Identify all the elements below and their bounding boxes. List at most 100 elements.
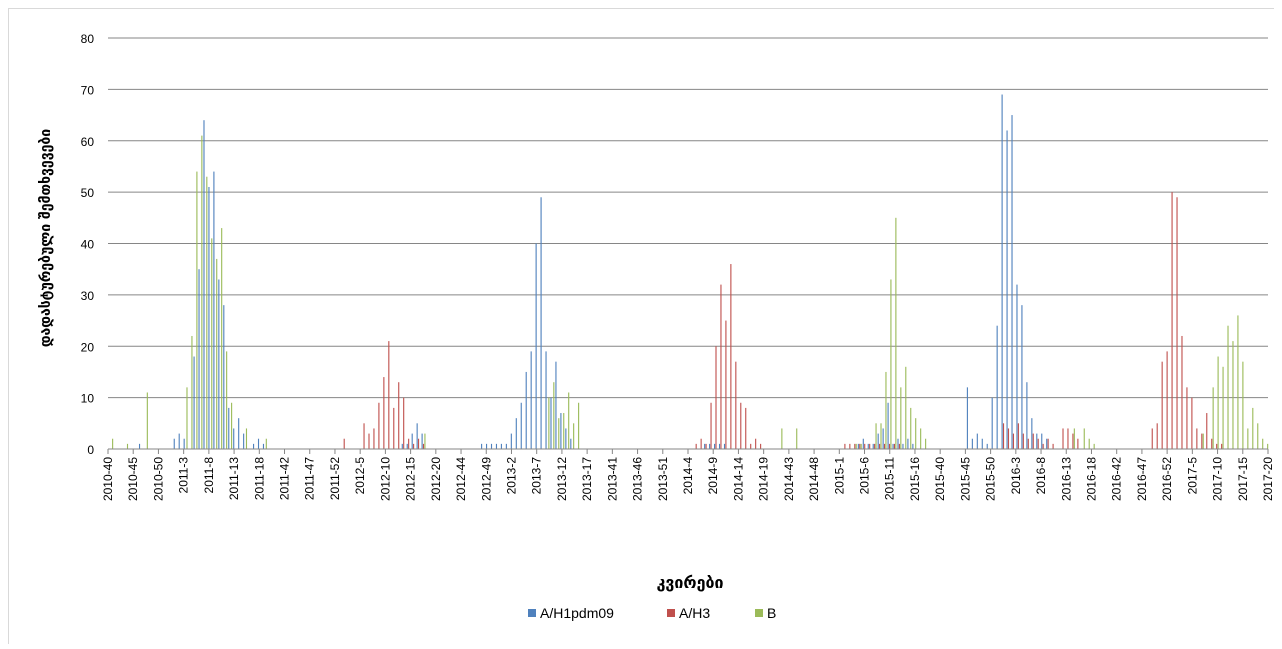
- bar: [481, 443, 483, 449]
- x-tick-label: 2014-9: [706, 457, 720, 495]
- bar: [510, 433, 512, 449]
- bar: [262, 443, 265, 449]
- series-1: [343, 192, 1223, 449]
- bar: [383, 377, 385, 449]
- x-tick-label: 2017-5: [1185, 457, 1199, 495]
- bar: [201, 135, 203, 450]
- x-tick-label: 2016-47: [1135, 457, 1149, 501]
- bar: [902, 443, 904, 449]
- bar: [905, 366, 907, 449]
- bar: [1242, 361, 1244, 449]
- bar: [218, 279, 220, 449]
- bar: [1093, 443, 1095, 449]
- bar: [238, 418, 240, 449]
- bar: [408, 438, 410, 449]
- legend-label: A/H3: [679, 605, 710, 621]
- bar: [709, 443, 711, 449]
- bar: [925, 438, 927, 449]
- bar: [862, 438, 864, 449]
- bar: [1036, 433, 1038, 449]
- bar: [725, 320, 727, 449]
- bar: [401, 443, 403, 449]
- bar: [854, 443, 856, 449]
- bar: [874, 443, 876, 449]
- x-tick-label: 2011-52: [328, 457, 342, 500]
- bar: [1161, 361, 1163, 449]
- bar: [1017, 423, 1019, 449]
- bar: [1026, 382, 1028, 449]
- bar: [1006, 130, 1008, 449]
- bar: [760, 443, 762, 449]
- series-2: [112, 135, 1269, 450]
- bar: [560, 413, 562, 449]
- bar: [553, 382, 555, 449]
- bar: [1151, 428, 1153, 449]
- bar: [421, 433, 423, 449]
- bar: [1046, 438, 1048, 449]
- bar: [206, 176, 208, 449]
- bar: [1166, 351, 1168, 449]
- bar: [138, 443, 141, 449]
- x-tick-label: 2014-4: [681, 457, 695, 495]
- bar: [1217, 356, 1219, 449]
- bar: [991, 397, 993, 449]
- x-tick-label: 2014-48: [807, 457, 821, 501]
- bar: [887, 402, 889, 449]
- bar: [705, 443, 707, 449]
- x-tick-label: 2016-42: [1110, 457, 1124, 501]
- bar: [849, 443, 851, 449]
- bar: [875, 423, 877, 449]
- bar: [203, 120, 205, 449]
- x-tick-label: 2011-18: [252, 457, 266, 500]
- x-tick-label: 2012-49: [479, 457, 493, 501]
- bar: [981, 438, 983, 449]
- bar: [1011, 115, 1013, 449]
- bar: [568, 392, 570, 449]
- bar: [112, 438, 114, 449]
- y-tick-label: 40: [81, 238, 95, 252]
- bar: [1221, 443, 1223, 449]
- bar: [1021, 305, 1023, 449]
- x-tick-labels: 2010-40 2010-45 2010-50 2011-3 2011-8 2011-13…: [101, 449, 1275, 501]
- bar: [146, 392, 148, 449]
- bar: [398, 382, 400, 449]
- bar: [844, 443, 846, 449]
- bar: [578, 402, 580, 449]
- bar: [720, 284, 722, 449]
- x-tick-label: 2013-17: [580, 457, 594, 501]
- bar: [221, 228, 223, 449]
- bar: [1031, 418, 1033, 449]
- x-tick-label: 2014-14: [731, 457, 745, 501]
- bar: [1016, 284, 1018, 449]
- bar: [565, 428, 567, 449]
- bar: [872, 443, 874, 449]
- y-axis-label: დადასტურებული შემთხვევები: [38, 129, 54, 347]
- bar: [1032, 433, 1034, 449]
- bar: [193, 356, 195, 449]
- bar: [1196, 428, 1198, 449]
- bar: [548, 397, 550, 449]
- bar: [406, 443, 408, 449]
- bar: [1156, 423, 1158, 449]
- bar: [877, 433, 879, 449]
- bar: [1022, 433, 1024, 449]
- bar: [1262, 438, 1264, 449]
- bar: [253, 443, 255, 449]
- bar: [178, 433, 180, 449]
- bar: [883, 443, 886, 449]
- bar: [422, 443, 425, 449]
- bar: [796, 428, 798, 449]
- bar: [750, 443, 752, 449]
- x-tick-label: 2017-15: [1236, 457, 1250, 501]
- bar: [855, 443, 857, 449]
- bar: [343, 438, 345, 449]
- bar: [730, 264, 732, 449]
- gridlines: [108, 37, 1268, 399]
- bar: [243, 433, 245, 449]
- x-tick-label: 2016-52: [1160, 457, 1174, 501]
- bar: [1088, 438, 1090, 449]
- legend-label: A/H1pdm09: [540, 605, 614, 621]
- bar: [1232, 341, 1234, 449]
- bar: [1012, 433, 1014, 449]
- bar: [393, 407, 395, 449]
